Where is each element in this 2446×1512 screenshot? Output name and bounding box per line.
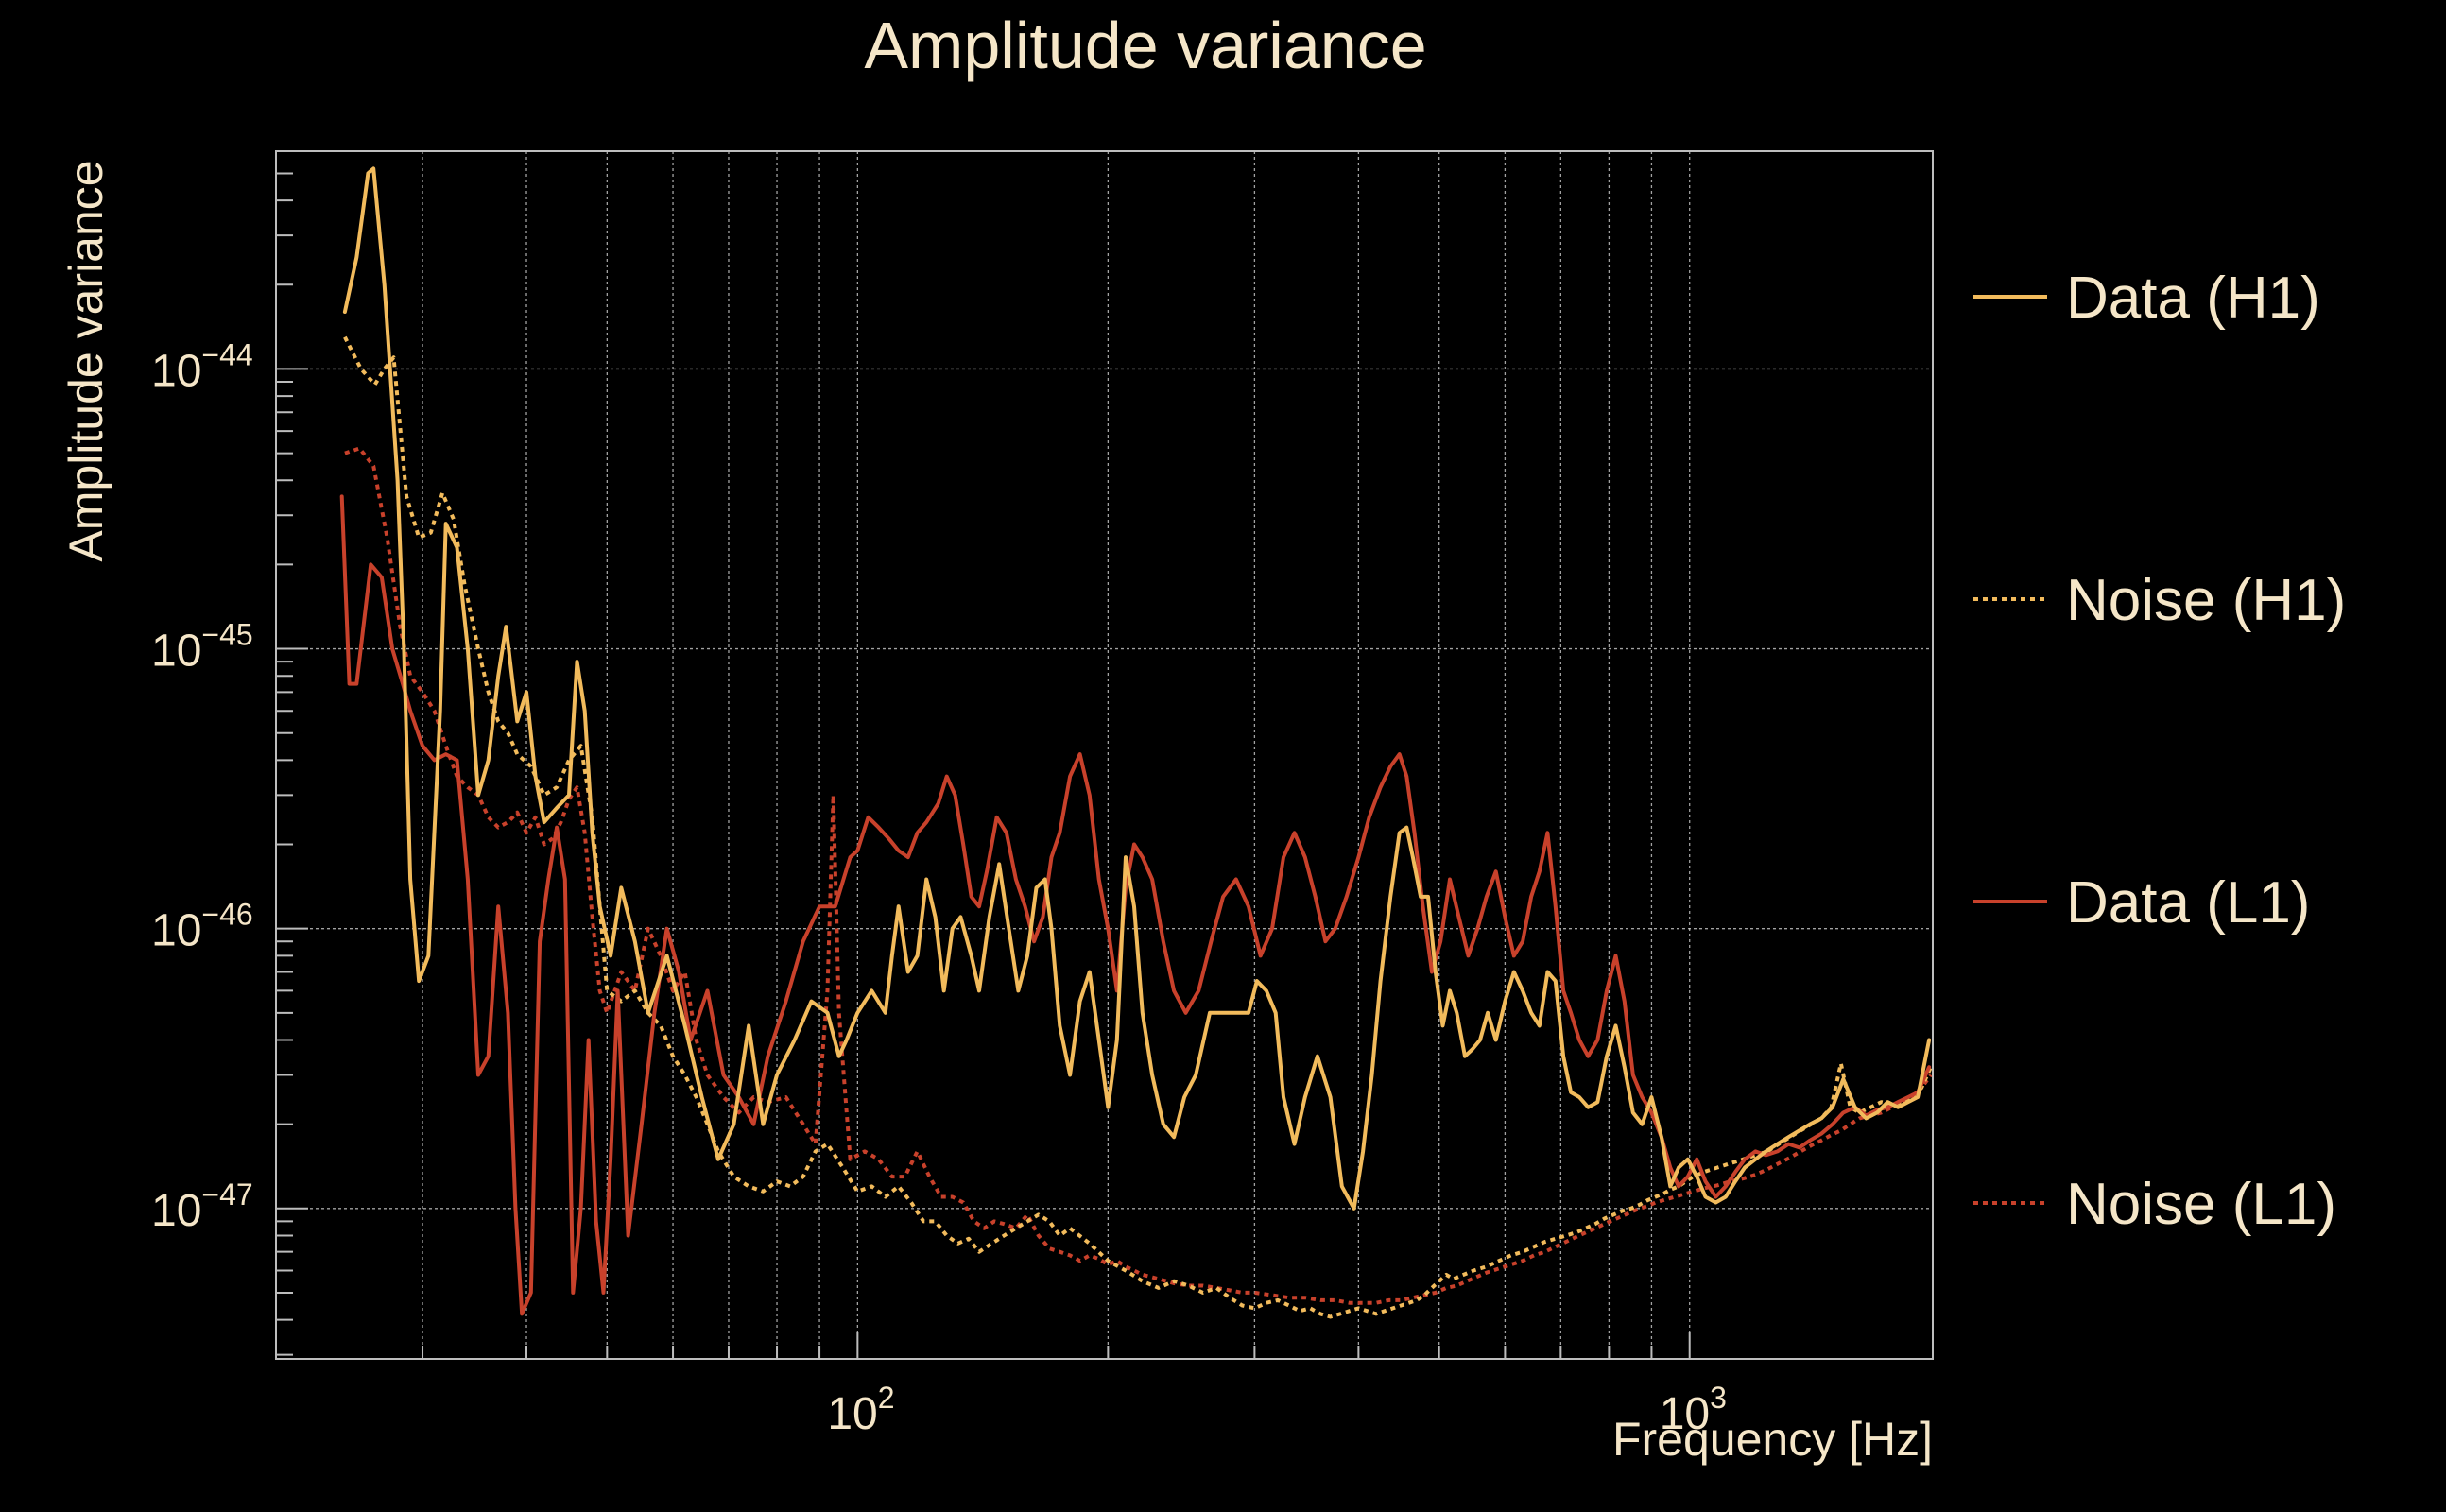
legend: Data (H1) Noise (H1) Data (L1) Noise (L1)	[1973, 266, 2346, 1237]
legend-label: Noise (H1)	[2066, 568, 2346, 633]
legend-label: Data (H1)	[2066, 266, 2320, 331]
series-line-data-h1	[342, 166, 1932, 1211]
grid	[275, 151, 1933, 1359]
legend-label: Data (L1)	[2066, 870, 2310, 936]
y-tick-label: 10−46	[151, 898, 253, 956]
x-tick-label: 103	[1660, 1381, 1727, 1439]
x-tick-labels: 102 103	[827, 1381, 1727, 1439]
plot-frame	[275, 150, 1934, 1360]
y-tick-labels: 10−44 10−45 10−46 10−47	[151, 337, 253, 1235]
axis-ticks	[275, 150, 1691, 1359]
chart-title: Amplitude variance	[864, 9, 1426, 82]
y-tick-label: 10−44	[151, 337, 253, 396]
y-axis-label: Amplitude variance	[60, 160, 112, 561]
series-line-noise-l1	[344, 446, 1933, 1305]
y-tick-label: 10−47	[151, 1177, 253, 1236]
x-axis-label: Frequency [Hz]	[1612, 1413, 1933, 1466]
y-tick-label: 10−45	[151, 618, 253, 677]
x-tick-label: 102	[827, 1381, 894, 1439]
legend-label: Noise (L1)	[2066, 1172, 2336, 1237]
plot-area	[339, 166, 1933, 1319]
